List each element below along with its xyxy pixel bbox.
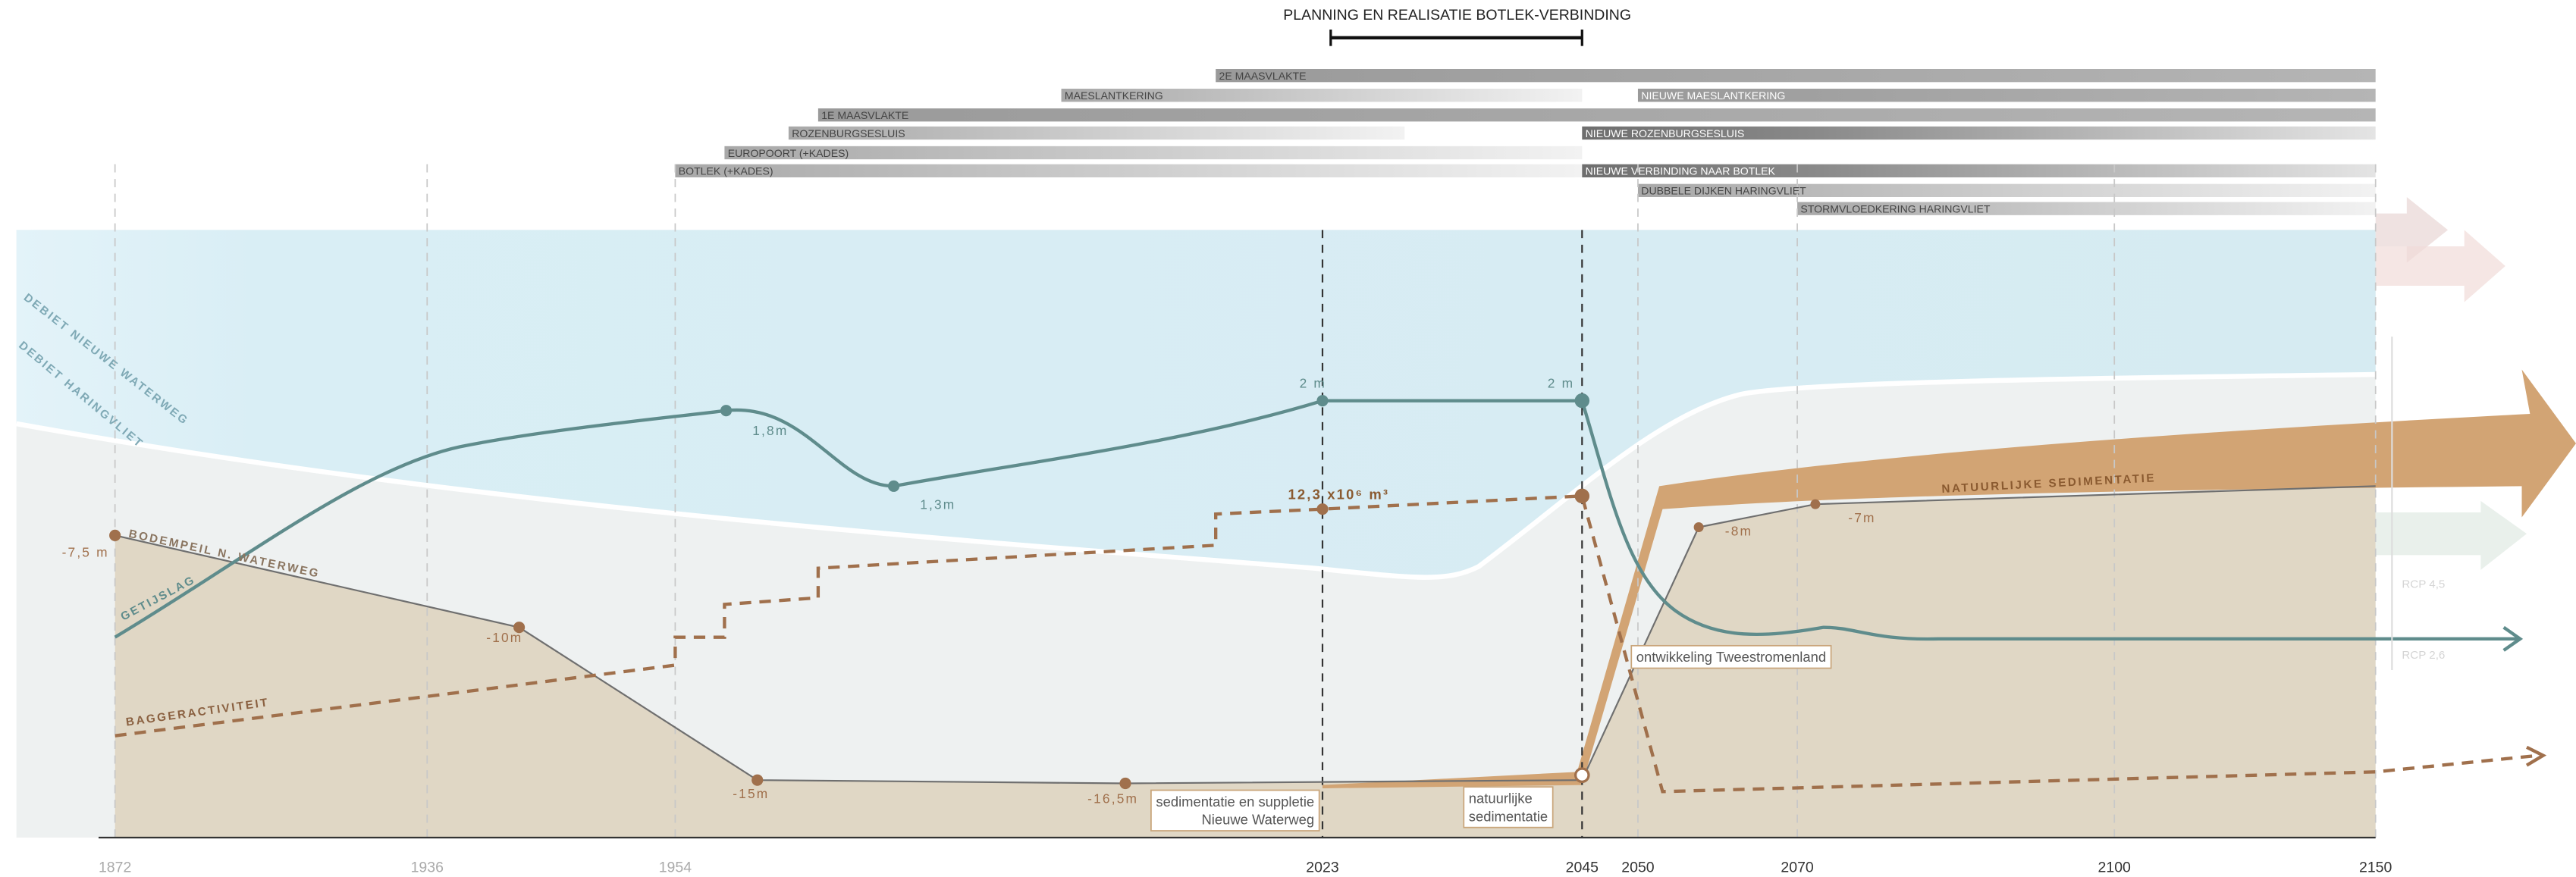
project-label: NIEUWE VERBINDING NAAR BOTLEK	[1586, 165, 1776, 177]
annotation-box	[1463, 786, 1554, 828]
project-label: STORMVLOEDKERING HARINGVLIET	[1800, 203, 1990, 215]
annotation-line: Nieuwe Waterweg	[1201, 812, 1314, 828]
point-label: 2 m	[1300, 375, 1326, 390]
point	[751, 774, 764, 786]
project-bar	[724, 146, 1583, 160]
scenario-label: RCP 2,6	[2402, 649, 2445, 662]
project-bar	[817, 108, 2376, 122]
year-label: 1872	[99, 859, 131, 875]
point	[513, 622, 526, 634]
point	[1119, 777, 1131, 790]
title: PLANNING EN REALISATIE BOTLEK-VERBINDING	[1283, 7, 1631, 23]
point	[1316, 395, 1329, 407]
point	[1574, 488, 1590, 504]
dredging-line	[115, 494, 2539, 794]
point	[720, 405, 733, 417]
point-label: -16,5m	[1087, 791, 1138, 806]
points	[109, 393, 1821, 790]
project-bar	[675, 164, 1583, 177]
point	[1810, 499, 1821, 509]
faded-arrow	[2375, 500, 2527, 570]
arrow-head	[2502, 625, 2524, 652]
scenario-label: RCP 4,5	[2402, 578, 2445, 591]
year-label: 2045	[1566, 859, 1599, 875]
annotation-box	[1630, 644, 1832, 669]
project-label: NIEUWE MAESLANTKERING	[1641, 89, 1785, 102]
arrow-head	[2525, 745, 2547, 767]
year-label: 2050	[1621, 859, 1655, 875]
year-label: 2100	[2098, 859, 2132, 875]
point	[1574, 767, 1590, 783]
bed-area	[115, 486, 2376, 838]
project-label: NIEUWE ROZENBURGSESLUIS	[1586, 127, 1745, 139]
project-bar	[1582, 164, 2376, 177]
annotation: sedimentatie en suppletie Nieuwe Waterweg	[1156, 794, 1314, 828]
point	[1316, 503, 1329, 515]
year-label: 2070	[1781, 859, 1814, 875]
project-bar	[1216, 69, 2376, 83]
project-label: BOTLEK (+KADES)	[679, 165, 773, 177]
point-label: -15m	[733, 786, 769, 801]
point-label: -7,5 m	[62, 544, 109, 559]
point	[1574, 393, 1590, 409]
project-label: 2E MAASVLAKTE	[1219, 70, 1307, 82]
faded-arrow	[2375, 230, 2505, 302]
annotation: natuurlijke sedimentatie	[1469, 790, 1548, 824]
annotation-line: ontwikkeling Tweestromenland	[1636, 649, 1826, 665]
project-bar	[1797, 202, 2376, 215]
point-label: -7m	[1848, 510, 1875, 525]
project-label: ROZENBURGSESLUIS	[792, 127, 905, 139]
project-label: DUBBELE DIJKEN HARINGVLIET	[1641, 185, 1806, 197]
year-label: 2150	[2359, 859, 2392, 875]
year-axis: 1872 1936 1954 2023 2045 2050 2070 2100 2150	[99, 164, 2392, 876]
point	[887, 480, 900, 492]
project-label: 1E MAASVLAKTE	[821, 109, 908, 121]
point-label: 2 m	[1548, 375, 1574, 390]
sedimentation-band	[1322, 369, 2576, 788]
year-label: 1954	[659, 859, 692, 875]
project-label: MAESLANTKERING	[1065, 89, 1163, 102]
project-bars: 2E MAASVLAKTE MAESLANTKERING NIEUWE MAESLA…	[675, 69, 2376, 215]
point	[1693, 522, 1704, 532]
point-label: -8m	[1725, 523, 1752, 538]
project-bar	[788, 126, 1405, 140]
project-bar	[1061, 89, 1583, 102]
river-boundary	[16, 371, 2376, 580]
water-area	[16, 230, 2376, 578]
annotation-line: sedimentatie	[1469, 808, 1548, 824]
annotation-line: sedimentatie en suppletie	[1156, 794, 1314, 810]
point-label: 1,8m	[752, 423, 788, 438]
point-label: -10m	[486, 630, 522, 645]
point	[109, 529, 121, 541]
annotation: ontwikkeling Tweestromenland	[1636, 649, 1826, 665]
annotation-line: natuurlijke	[1469, 790, 1533, 806]
project-bar	[1637, 183, 2376, 197]
point-label: 12,3 x10⁶ m³	[1288, 487, 1390, 503]
project-label: EUROPOORT (+KADES)	[728, 147, 849, 159]
tidal-range-line	[114, 399, 2519, 641]
year-label: 2023	[1306, 859, 1338, 875]
annotation-box	[1150, 789, 1320, 832]
point-label: 1,3m	[920, 497, 955, 512]
year-label: 1936	[411, 859, 444, 875]
project-bar	[1582, 126, 2376, 140]
project-bar	[1637, 89, 2376, 102]
